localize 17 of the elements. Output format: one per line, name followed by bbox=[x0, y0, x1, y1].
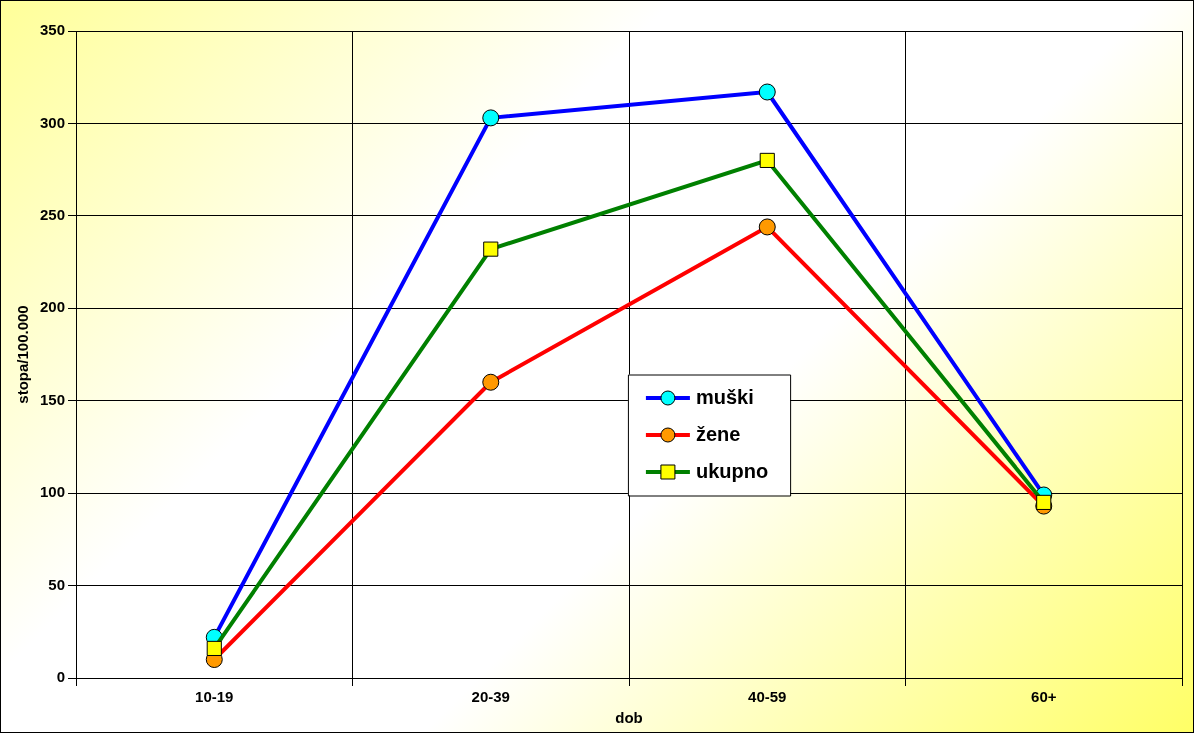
legend-label: ukupno bbox=[695, 459, 769, 482]
x-tick-label: 10-19 bbox=[195, 688, 234, 706]
y-axis-title: stopa/100.000 bbox=[14, 305, 32, 404]
x-axis-title: dob bbox=[615, 709, 643, 727]
y-tick-label: 250 bbox=[40, 206, 66, 223]
y-tick-label: 300 bbox=[40, 113, 66, 131]
y-tick-label: 200 bbox=[40, 298, 66, 316]
x-tick-label: 60+ bbox=[1031, 688, 1057, 706]
legend-label: muški bbox=[695, 385, 754, 408]
y-tick-label: 150 bbox=[40, 390, 66, 408]
y-tick-label: 100 bbox=[40, 483, 66, 501]
y-tick-label: 350 bbox=[40, 21, 66, 39]
x-tick-label: 20-39 bbox=[471, 688, 510, 706]
legend-label: žene bbox=[695, 422, 741, 445]
y-tick-label: 0 bbox=[56, 668, 66, 686]
y-tick-label: 50 bbox=[48, 575, 66, 593]
x-tick-label: 40-59 bbox=[748, 688, 787, 706]
